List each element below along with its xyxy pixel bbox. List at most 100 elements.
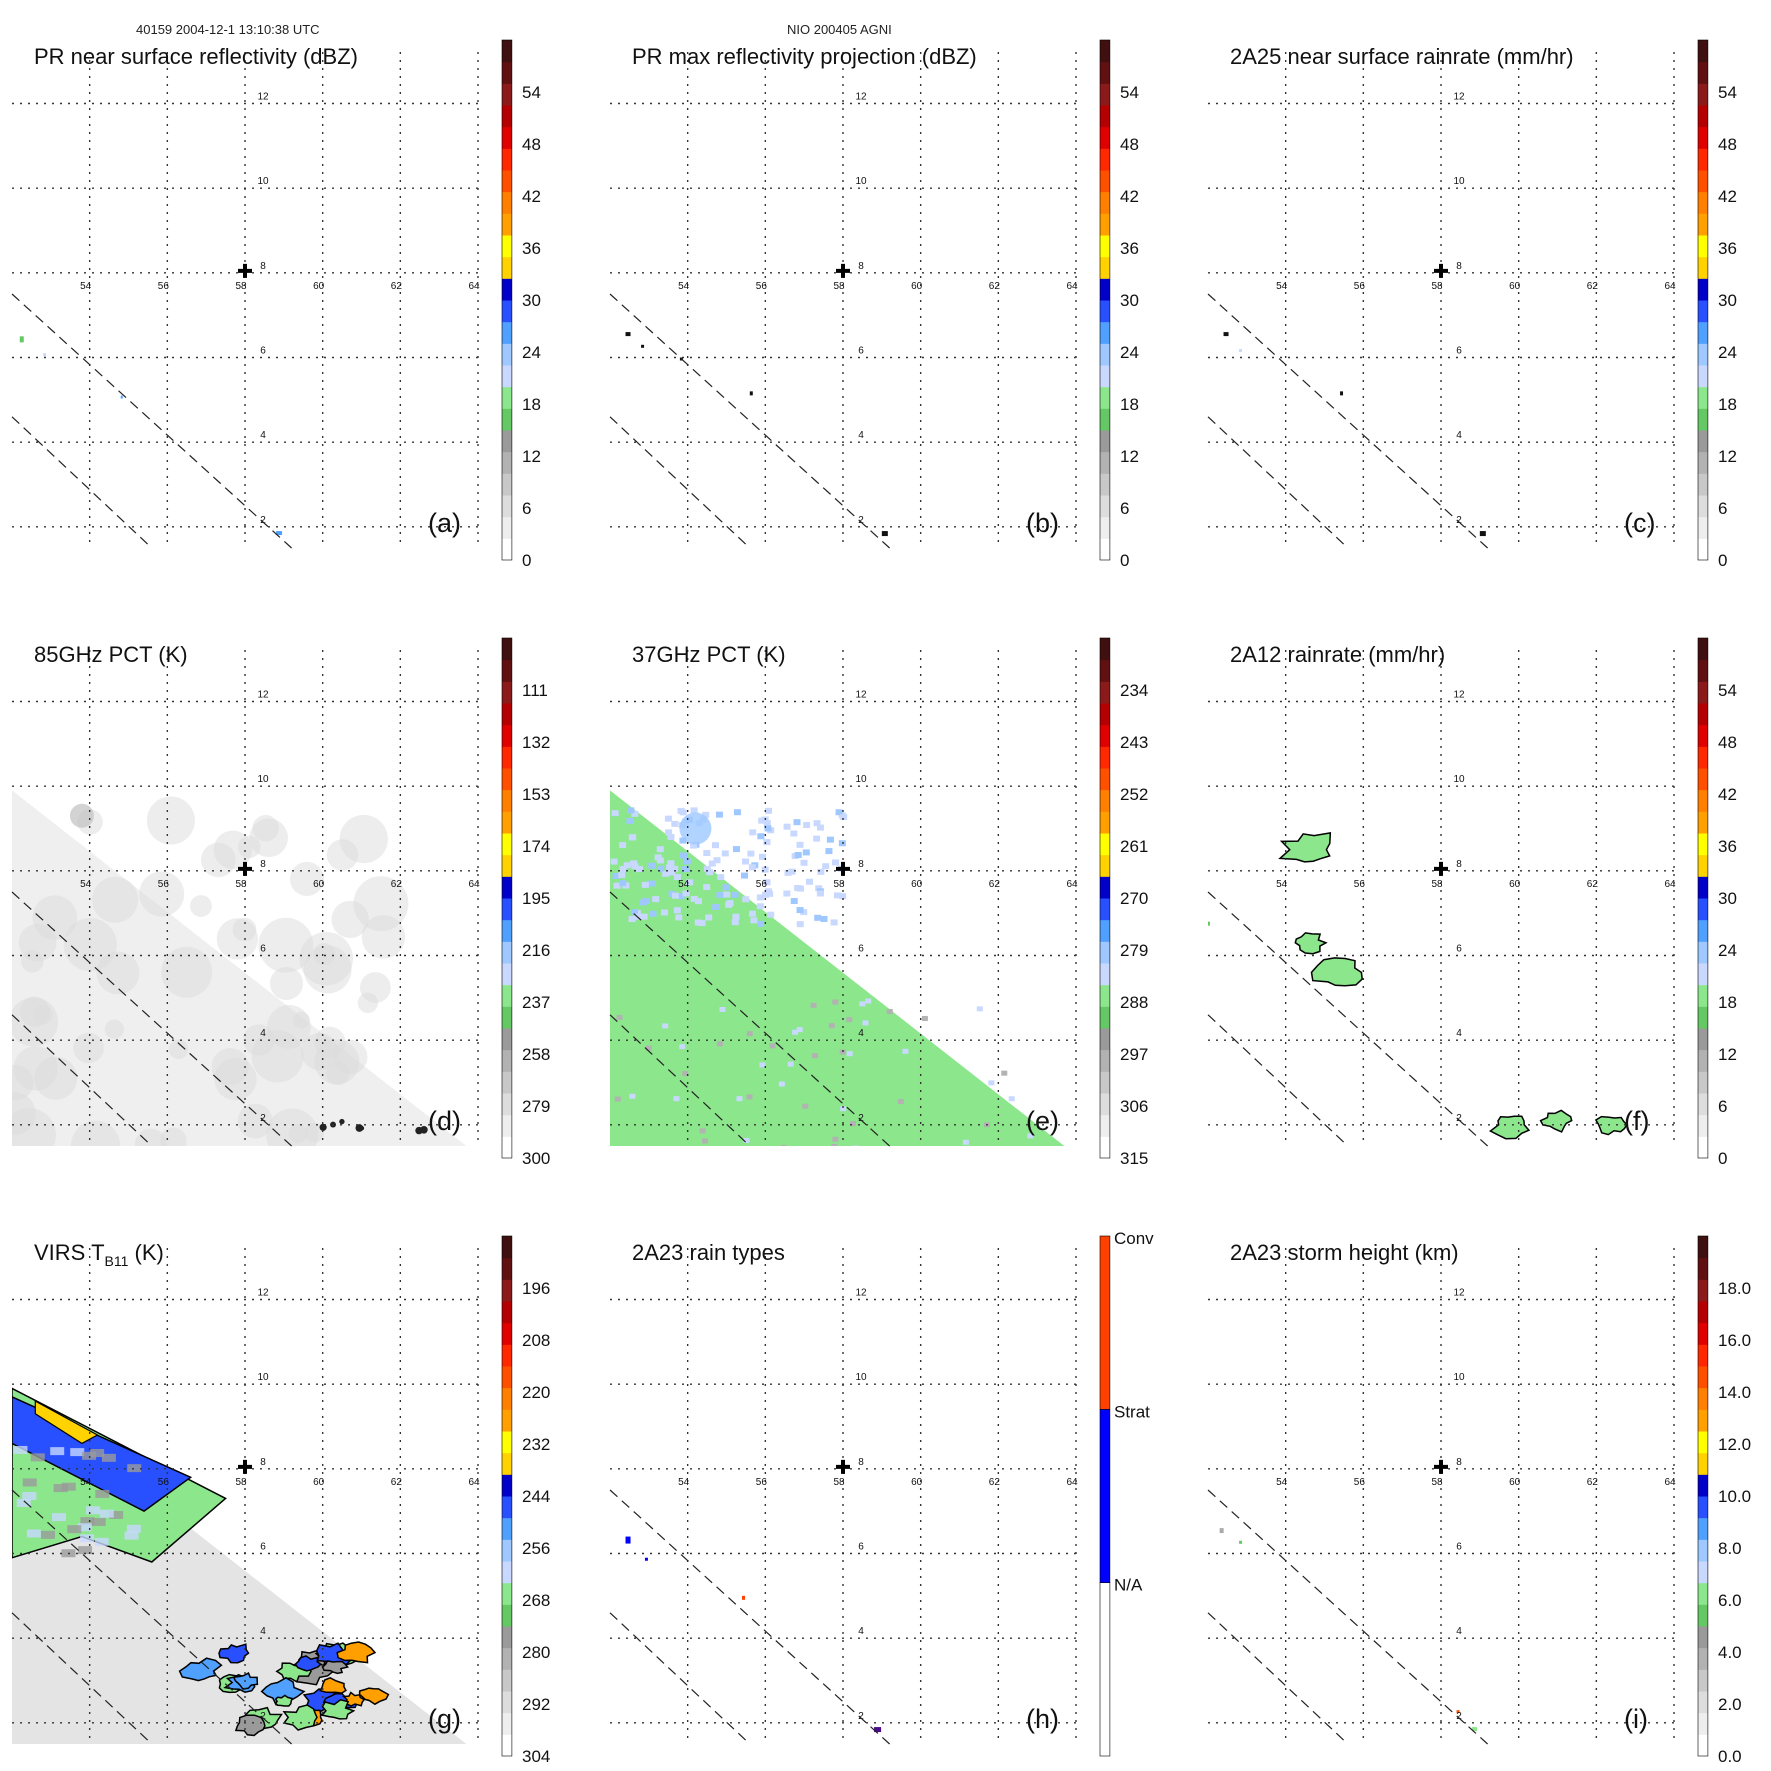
panel-title: VIRS TB11 (K) — [34, 1240, 164, 1269]
pct-pixel — [921, 1015, 928, 1021]
colorbar-bin — [502, 61, 512, 84]
rain-cell — [1594, 1115, 1628, 1136]
pct-pixel — [611, 810, 619, 817]
lon-tick-label: 56 — [756, 281, 768, 292]
colorbar-tick-label: 42 — [1718, 187, 1737, 206]
colorbar-bin — [1698, 919, 1708, 942]
lon-tick-label: 56 — [158, 1477, 170, 1488]
colorbar-tick-label: 195 — [522, 889, 550, 908]
pct-pixel — [815, 885, 823, 892]
rain-pixel — [276, 531, 283, 536]
pct-texture — [104, 1019, 124, 1039]
colorbar-tick-label: 208 — [522, 1331, 550, 1350]
lat-tick-label: 12 — [1453, 92, 1465, 103]
storm-center-marker — [1434, 1459, 1448, 1474]
pct-pixel — [976, 1006, 983, 1012]
pct-texture — [19, 996, 50, 1027]
swath-edge-line — [1207, 416, 1349, 549]
panel-data-layer — [625, 1536, 882, 1733]
lat-tick-label: 4 — [858, 1626, 864, 1637]
lat-tick-label: 8 — [858, 859, 864, 870]
swath-edge-line — [1207, 1014, 1349, 1147]
pct-texture — [201, 842, 236, 878]
colorbar-bin — [502, 83, 512, 106]
panel-data-layer — [12, 790, 467, 1146]
colorbar-tick-label: 237 — [522, 993, 550, 1012]
pct-pixel — [667, 860, 675, 867]
pct-pixel — [690, 895, 698, 902]
colorbar-bin — [502, 300, 512, 323]
lon-tick-label: 54 — [1276, 281, 1288, 292]
rain-pixel — [120, 395, 123, 399]
lat-tick-label: 8 — [858, 1457, 864, 1468]
colorbar-tick-label: 244 — [522, 1487, 550, 1506]
colorbar-tick-label: 12 — [1718, 447, 1737, 466]
lon-tick-label: 60 — [313, 281, 325, 292]
pct-pixel — [667, 834, 675, 841]
colorbar-bin — [1698, 1301, 1708, 1324]
lat-tick-label: 6 — [260, 1542, 266, 1553]
pct-pixel — [719, 1006, 726, 1012]
cloud-pixel — [124, 1531, 139, 1540]
colorbar-bin — [1698, 126, 1708, 149]
colorbar-bin — [1698, 83, 1708, 106]
panel-label: (a) — [428, 508, 461, 538]
pct-pixel — [793, 819, 801, 826]
cold-spot — [339, 1118, 345, 1125]
colorbar-bin — [1698, 1582, 1708, 1605]
colorbar-bin — [502, 516, 512, 539]
rain-pixel — [1472, 1727, 1478, 1732]
pct-pixel — [612, 872, 620, 879]
pct-pixel — [763, 879, 771, 886]
cloud-pixel — [53, 1484, 68, 1493]
panel-label: (i) — [1624, 1704, 1648, 1734]
lon-tick-label: 60 — [313, 1477, 325, 1488]
lat-tick-label: 4 — [260, 430, 266, 441]
pct-pixel — [683, 858, 691, 865]
colorbar-bin — [502, 343, 512, 366]
panel-title: 37GHz PCT (K) — [632, 642, 786, 667]
colorbar-bin — [502, 235, 512, 258]
lon-tick-label: 54 — [1276, 1477, 1288, 1488]
header-orbit-time: 40159 2004-12-1 13:10:38 UTC — [136, 22, 320, 37]
lat-tick-label: 12 — [855, 92, 867, 103]
pct-pixel — [682, 866, 690, 873]
pct-pixel — [757, 920, 765, 927]
pct-texture — [32, 895, 78, 940]
colorbar-bin — [502, 789, 512, 812]
colorbar-bin — [1100, 746, 1110, 769]
colorbar-bin — [502, 1409, 512, 1432]
rain-cell — [1294, 932, 1328, 955]
rain-pixel — [881, 531, 888, 537]
pct-pixel — [721, 850, 729, 857]
colorbar: 0 6 12 18 24 30 36 42 48 54 — [1697, 637, 1737, 1168]
lon-tick-label: 62 — [391, 1477, 403, 1488]
pct-pixel — [780, 1144, 787, 1146]
colorbar-bin — [1698, 1344, 1708, 1367]
colorbar-tick-label: 24 — [1120, 343, 1139, 362]
colorbar-tick-label: 0 — [1718, 551, 1727, 570]
colorbar-tick-label: 18 — [1718, 993, 1737, 1012]
lon-tick-label: 62 — [1587, 281, 1599, 292]
cloud-pixel — [109, 1510, 124, 1519]
lat-tick-label: 10 — [855, 1372, 867, 1383]
pct-pixel — [619, 842, 627, 849]
pct-pixel — [706, 869, 714, 876]
lat-tick-label: 2 — [260, 1711, 266, 1722]
lat-tick-label: 8 — [1456, 261, 1462, 272]
colorbar-bin — [1698, 516, 1708, 539]
pct-pixel — [690, 842, 698, 849]
colorbar-tick-label: 6 — [1120, 499, 1129, 518]
colorbar-tick-label: 6 — [1718, 499, 1727, 518]
pct-texture — [160, 1127, 187, 1146]
lat-tick-label: 10 — [257, 774, 269, 785]
cloud-pixel — [70, 1448, 85, 1457]
lon-tick-label: 56 — [158, 879, 170, 890]
colorbar-bin — [502, 1669, 512, 1692]
pct-pixel — [748, 864, 756, 871]
pct-texture — [12, 1108, 56, 1146]
colorbar-bin — [1100, 300, 1110, 323]
colorbar-tick-label: 48 — [1120, 135, 1139, 154]
